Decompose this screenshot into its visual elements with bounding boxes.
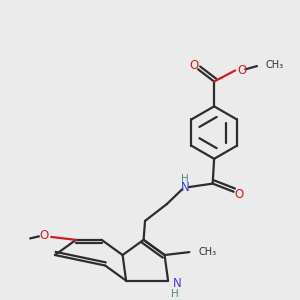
Text: CH₃: CH₃ [266, 60, 284, 70]
Text: O: O [39, 229, 49, 242]
Text: O: O [189, 59, 198, 72]
Text: O: O [237, 64, 246, 77]
Text: CH₃: CH₃ [198, 247, 216, 257]
Text: H: H [172, 289, 179, 299]
Text: N: N [173, 277, 182, 290]
Text: N: N [181, 181, 190, 194]
Text: H: H [182, 174, 189, 184]
Text: O: O [235, 188, 244, 201]
